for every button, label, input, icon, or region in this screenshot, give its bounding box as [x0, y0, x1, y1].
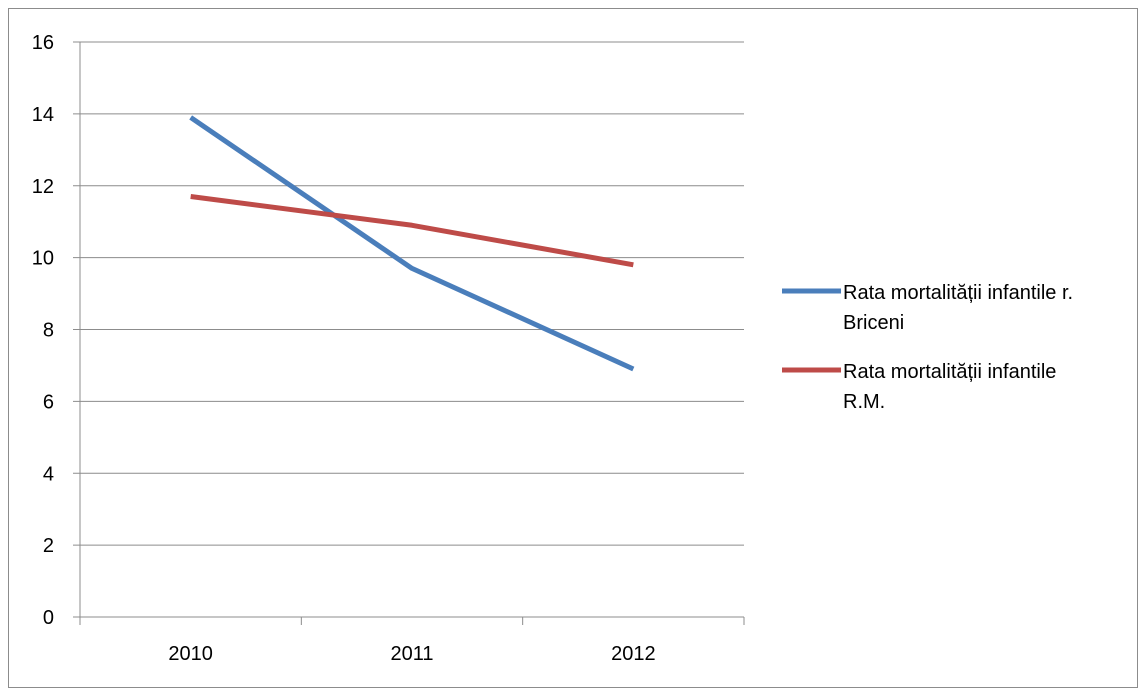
axes — [73, 42, 744, 625]
y-tick-label: 2 — [43, 535, 54, 557]
y-tick-labels: 0 2 4 6 8 10 12 14 16 — [32, 32, 54, 629]
legend-label: R.M. — [843, 391, 885, 413]
y-tick-label: 0 — [43, 607, 54, 629]
legend-label: Rata mortalității infantile r. — [843, 282, 1073, 304]
x-tick-label: 2012 — [611, 643, 656, 665]
y-tick-label: 12 — [32, 176, 54, 198]
legend-item-1: Rata mortalității infantile r. Briceni — [782, 282, 1073, 334]
legend-item-2: Rata mortalității infantile R.M. — [782, 361, 1056, 413]
y-tick-label: 8 — [43, 320, 54, 342]
x-tick-label: 2010 — [168, 643, 213, 665]
y-tick-label: 16 — [32, 32, 54, 54]
legend-label: Briceni — [843, 312, 904, 334]
legend-label: Rata mortalității infantile — [843, 361, 1056, 383]
y-tick-label: 10 — [32, 248, 54, 270]
gridlines — [80, 42, 744, 545]
y-tick-label: 6 — [43, 391, 54, 413]
legend: Rata mortalității infantile r.BriceniRat… — [782, 282, 1073, 413]
y-tick-label: 14 — [32, 104, 54, 126]
x-tick-label: 2011 — [390, 643, 433, 665]
y-tick-label: 4 — [43, 463, 54, 485]
series-line-2 — [191, 197, 634, 265]
x-tick-labels: 2010 2011 2012 — [168, 643, 655, 665]
series-lines — [191, 117, 634, 369]
series-line-1 — [191, 117, 634, 369]
